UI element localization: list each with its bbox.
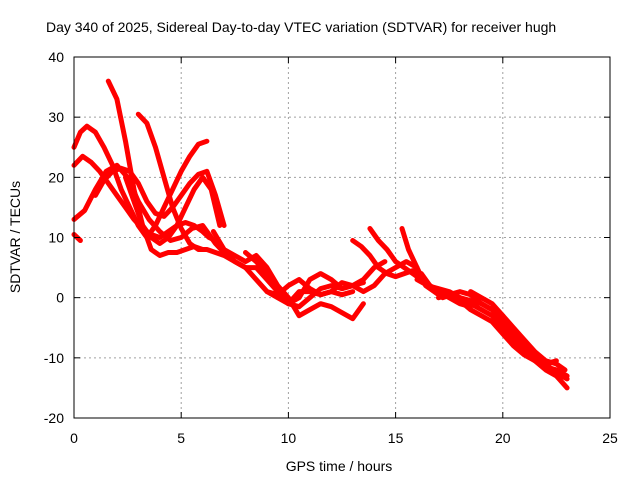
series-line-trace-3 [71, 123, 210, 240]
series-line-trace-4 [71, 162, 227, 255]
y-tick-label: 10 [48, 230, 64, 246]
y-tick-label: 0 [56, 290, 64, 306]
x-tick-label: 0 [70, 430, 78, 446]
y-tick-label: 20 [48, 169, 64, 185]
x-tick-label: 10 [281, 430, 297, 446]
data-traces [71, 78, 570, 391]
y-tick-label: -20 [44, 410, 64, 426]
series-line-trace-11 [243, 250, 388, 307]
series-line-trace-17 [436, 292, 570, 379]
x-tick-label: 5 [177, 430, 185, 446]
series-line-trace-12 [264, 259, 420, 307]
series-line-trace-13 [367, 226, 474, 310]
y-tick-label: 40 [48, 49, 64, 65]
grid [74, 57, 610, 418]
series-line-trace-6 [92, 165, 227, 228]
y-tick-label: 30 [48, 109, 64, 125]
y-tick-label: -10 [44, 350, 64, 366]
axis-ticks: 0 5 10 15 20 25 -20 -10 0 10 20 30 40 [44, 49, 618, 446]
x-tick-label: 15 [388, 430, 404, 446]
series-line-trace-5 [105, 78, 206, 258]
x-tick-label: 20 [495, 430, 511, 446]
series-line-trace-7 [123, 174, 223, 246]
chart-title: Day 340 of 2025, Sidereal Day-to-day VTE… [46, 19, 556, 35]
series-line-trace-10 [221, 247, 366, 322]
y-axis-title: SDTVAR / TECUs [7, 181, 23, 293]
x-axis-title: GPS time / hours [286, 458, 393, 474]
x-tick-label: 25 [602, 430, 618, 446]
series-line-trace-19 [511, 334, 559, 367]
